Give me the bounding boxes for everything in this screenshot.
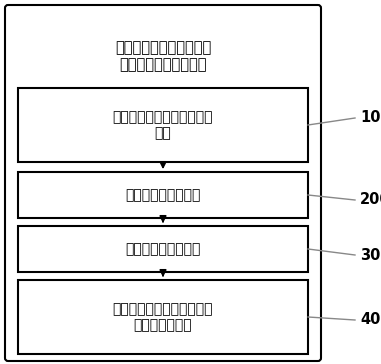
Text: 400: 400 xyxy=(360,313,381,328)
Text: 100: 100 xyxy=(360,111,381,126)
Text: 热平衡方程求解模块: 热平衡方程求解模块 xyxy=(125,242,201,256)
Bar xyxy=(18,88,308,162)
Text: 热平衡方程生成模块: 热平衡方程生成模块 xyxy=(125,188,201,202)
Text: 优化目标函数定义及空调控
制参数求解模块: 优化目标函数定义及空调控 制参数求解模块 xyxy=(113,302,213,332)
Text: 一种基于强化学习的末端
精密空调优化控制系统: 一种基于强化学习的末端 精密空调优化控制系统 xyxy=(115,40,211,72)
Text: 200: 200 xyxy=(360,193,381,207)
FancyBboxPatch shape xyxy=(5,5,321,361)
Text: 300: 300 xyxy=(360,248,381,262)
Bar xyxy=(18,172,308,218)
Bar xyxy=(18,280,308,354)
Bar xyxy=(18,226,308,272)
Text: 数据收集及子样本序列提取
模块: 数据收集及子样本序列提取 模块 xyxy=(113,110,213,140)
